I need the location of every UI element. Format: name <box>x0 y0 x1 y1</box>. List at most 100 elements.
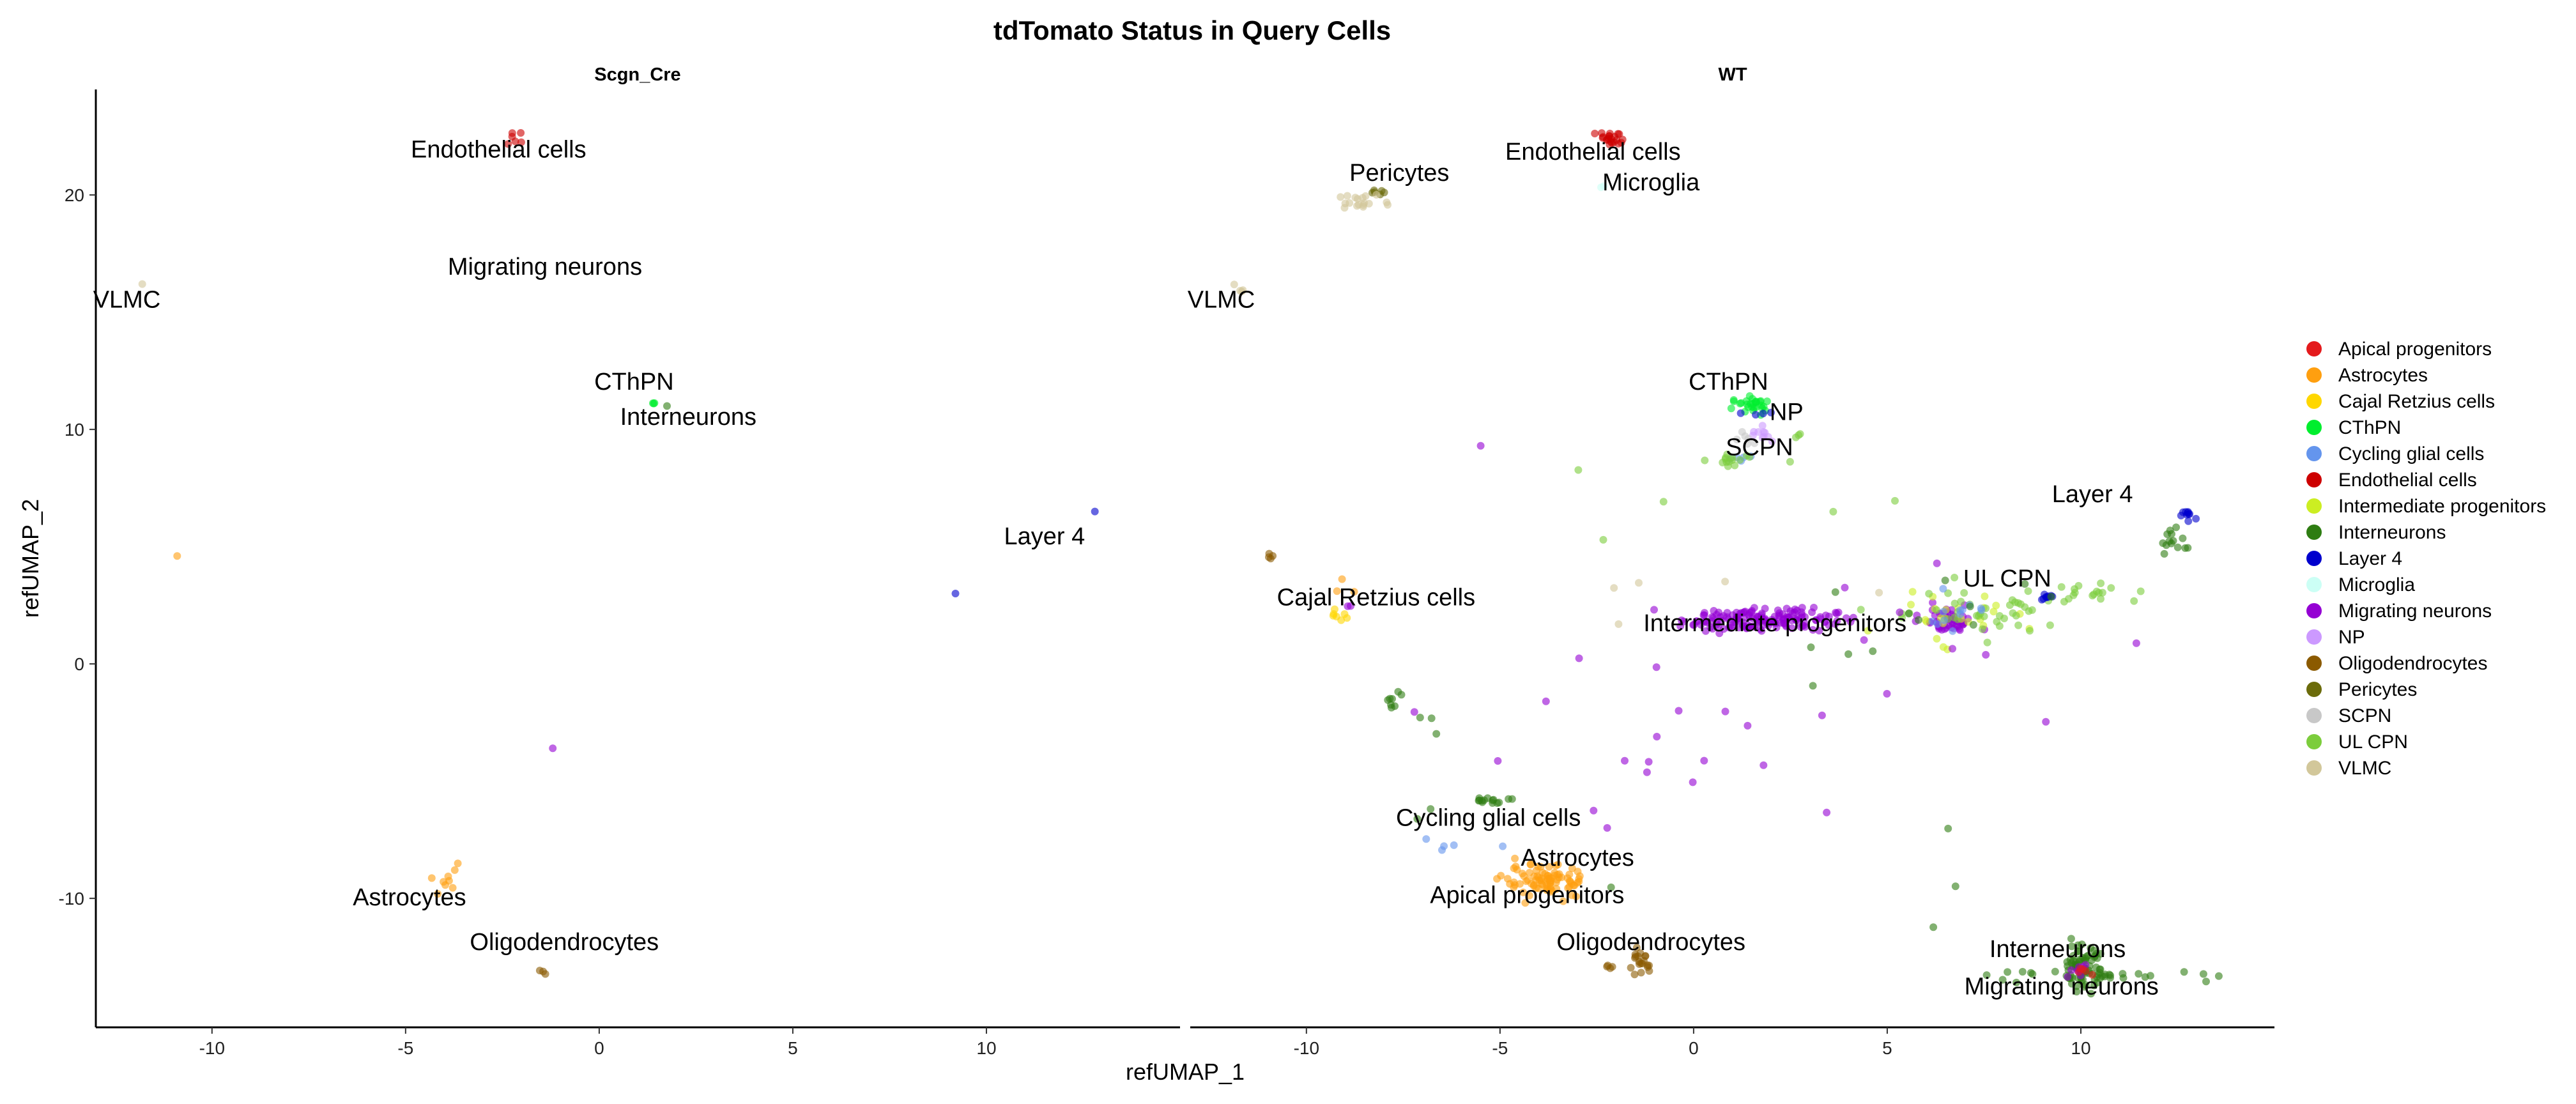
point-interneurons <box>2047 593 2055 601</box>
point-np <box>1758 422 1767 430</box>
point-ul-cpn <box>2000 615 2008 622</box>
point-cthpn <box>1750 404 1758 411</box>
point-astrocytes <box>434 890 442 898</box>
point-interneurons <box>2004 968 2012 976</box>
x-tick-label: 5 <box>788 1038 798 1058</box>
point-apical-progenitors <box>2078 965 2087 973</box>
point-migrating-neurons <box>1727 624 1735 632</box>
legend: Apical progenitors Astrocytes Cajal Retziu… <box>2306 339 2546 779</box>
cluster-label-oligodendrocytes: Oligodendrocytes <box>470 929 659 956</box>
point-interneurons <box>2199 970 2207 978</box>
point-ul-cpn <box>2089 592 2097 600</box>
point-migrating-neurons <box>1821 618 1829 626</box>
point-astrocytes <box>1525 891 1533 900</box>
cluster-label-cthpn: CThPN <box>594 369 674 395</box>
point-interneurons <box>2179 534 2187 542</box>
point-oligodendrocytes <box>1604 962 1612 970</box>
legend-label-intermediate-progenitors: Intermediate progenitors <box>2338 496 2546 517</box>
legend-label-scpn: SCPN <box>2338 705 2391 726</box>
point-vlmc <box>1230 280 1238 289</box>
point-interneurons <box>1807 643 1815 652</box>
point-ul-cpn <box>2014 621 2023 629</box>
legend-label-endothelial-cells: Endothelial cells <box>2338 470 2477 491</box>
point-interneurons <box>2051 967 2059 976</box>
point-interneurons <box>1607 883 1615 891</box>
legend-label-microglia: Microglia <box>2338 574 2415 595</box>
point-migrating-neurons <box>1748 607 1756 615</box>
legend-key-cycling-glial-cells <box>2306 446 2322 461</box>
x-tick-label: 10 <box>976 1038 996 1058</box>
point-microglia <box>1600 182 1608 190</box>
point-interneurons <box>2160 549 2168 558</box>
point-ul-cpn <box>1933 606 1941 614</box>
point-astrocytes <box>1350 588 1358 596</box>
point-ul-cpn <box>1857 606 1865 614</box>
cluster-label-migrating-neurons: Migrating neurons <box>448 254 642 280</box>
point-migrating-neurons <box>1812 616 1820 624</box>
legend-label-astrocytes: Astrocytes <box>2338 365 2428 386</box>
legend-key-vlmc <box>2306 760 2322 776</box>
point-interneurons <box>1495 799 1503 807</box>
point-migrating-neurons <box>1701 627 1710 635</box>
point-migrating-neurons <box>1982 650 1990 659</box>
point-ul-cpn <box>2046 621 2054 629</box>
point-interneurons <box>1508 795 1516 803</box>
point-interneurons <box>1416 714 1424 722</box>
point-migrating-neurons <box>1938 625 1946 634</box>
point-interneurons <box>1929 923 1938 931</box>
point-np <box>1758 434 1767 441</box>
point-migrating-neurons <box>1728 611 1736 619</box>
point-ul-cpn <box>1829 507 1837 516</box>
point-migrating-neurons <box>1603 824 1611 832</box>
point-vlmc <box>1372 190 1381 199</box>
legend-key-np <box>2306 629 2322 645</box>
point-ul-cpn <box>2026 627 2034 635</box>
point-interneurons <box>1413 815 1422 823</box>
point-interneurons <box>2159 539 2167 548</box>
point-migrating-neurons <box>1800 622 1807 630</box>
point-cycling-glial-cells <box>1422 835 1430 843</box>
legend-label-pericytes: Pericytes <box>2338 679 2417 700</box>
point-migrating-neurons <box>2067 966 2075 974</box>
x-axis-label: refUMAP_1 <box>1126 1059 1245 1085</box>
point-interneurons <box>1998 976 2007 984</box>
point-layer-4 <box>2177 512 2185 519</box>
point-migrating-neurons <box>2064 973 2072 981</box>
point-migrating-neurons <box>1759 761 1768 769</box>
point-vlmc <box>138 280 146 288</box>
point-astrocytes <box>1529 881 1538 889</box>
point-vlmc <box>1343 192 1351 200</box>
point-migrating-neurons <box>1494 757 1502 765</box>
point-apical-progenitors <box>2088 970 2096 979</box>
point-migrating-neurons <box>1818 711 1826 719</box>
point-ul-cpn <box>1978 625 1986 633</box>
legend-label-ul-cpn: UL CPN <box>2338 732 2408 753</box>
point-interneurons <box>1869 647 1877 656</box>
cluster-label-pericytes: Pericytes <box>1349 160 1449 187</box>
point-migrating-neurons <box>1744 721 1752 730</box>
x-tick-label: -5 <box>1492 1038 1508 1058</box>
point-oligodendrocytes <box>1636 949 1644 957</box>
point-migrating-neurons <box>1542 697 1550 705</box>
point-layer-4 <box>1736 409 1745 417</box>
legend-key-migrating-neurons <box>2306 603 2322 618</box>
point-vlmc <box>1337 193 1345 201</box>
point-endothelial-cells <box>504 140 512 148</box>
point-interneurons <box>2202 977 2210 986</box>
point-intermediate-progenitors <box>1992 601 2000 610</box>
legend-label-cycling-glial-cells: Cycling glial cells <box>2338 443 2484 464</box>
point-astrocytes <box>1537 862 1545 871</box>
point-migrating-neurons <box>1842 614 1850 622</box>
cluster-label-layer-4: Layer 4 <box>2052 481 2133 508</box>
point-migrating-neurons <box>1575 654 1583 663</box>
legend-key-cajal-retzius-cells <box>2306 394 2322 409</box>
point-oligodendrocytes <box>1637 969 1645 977</box>
point-ul-cpn <box>1951 574 1959 581</box>
point-ul-cpn <box>2024 587 2032 595</box>
point-layer-4 <box>2184 517 2193 525</box>
point-interneurons <box>1969 621 1977 629</box>
point-migrating-neurons <box>1650 606 1658 614</box>
cluster-label-cycling-glial-cells: Cycling glial cells <box>1396 804 1581 831</box>
y-tick-label: -10 <box>59 889 84 908</box>
